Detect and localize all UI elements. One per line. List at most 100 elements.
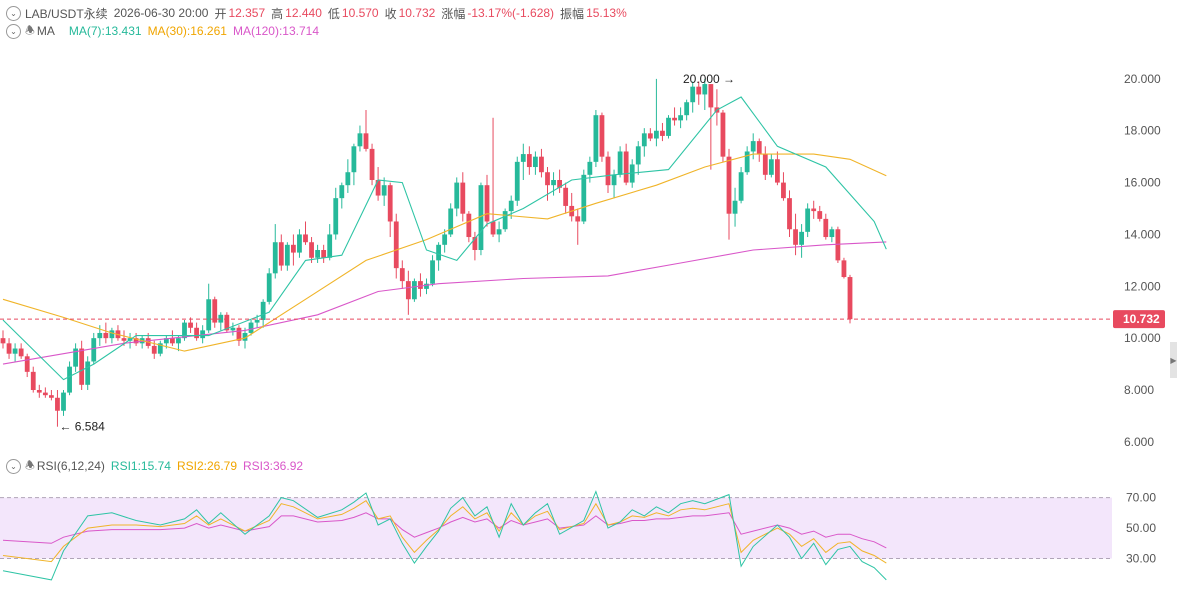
candle-body <box>575 216 581 222</box>
candle-body <box>357 133 363 147</box>
candle-body <box>460 182 466 214</box>
rsi-indicator-label[interactable]: RSI(6,12,24) <box>36 459 105 473</box>
y-tick-label: 18.000 <box>1124 124 1161 138</box>
y-tick-label: 16.000 <box>1124 176 1161 190</box>
candle-body <box>236 327 242 341</box>
candle-body <box>599 115 605 157</box>
candle-body <box>97 332 103 339</box>
candle-body <box>762 154 768 175</box>
high-value: 12.440 <box>285 6 322 20</box>
candle-body <box>30 371 36 390</box>
change-label: 涨幅 <box>441 6 466 21</box>
candle-body <box>756 141 762 155</box>
candle-body <box>188 322 193 328</box>
candle-body <box>73 348 78 367</box>
ma30-line <box>2 153 887 352</box>
candle-body <box>272 242 278 274</box>
high-label: 高 <box>271 6 284 21</box>
candle-body <box>321 250 327 258</box>
candle-body <box>448 208 454 235</box>
candle-body <box>750 141 756 152</box>
candle-body <box>732 200 738 214</box>
candle-body <box>333 198 339 235</box>
bell-icon[interactable]: 🕭 <box>25 24 35 37</box>
candle-body <box>133 338 139 344</box>
candle-body <box>581 174 587 222</box>
min-price-annotation: ← 6.584 <box>59 420 105 434</box>
candle-body <box>666 117 671 136</box>
candle-body <box>103 332 109 339</box>
rsi-tick-label: 50.00 <box>1126 521 1156 535</box>
last-price-tag <box>1113 310 1165 329</box>
candle-body <box>309 242 314 258</box>
candle-body <box>163 338 169 344</box>
ma120-line <box>2 241 887 365</box>
candle-body <box>442 234 448 245</box>
candle-body <box>327 234 333 258</box>
candle-body <box>490 221 496 235</box>
candle-body <box>224 314 230 331</box>
chevron-down-icon[interactable]: ⌄ <box>6 458 21 474</box>
ma7-line <box>2 96 887 381</box>
bar-datetime: 2026-06-30 20:00 <box>113 6 209 20</box>
candle-body <box>412 281 417 300</box>
candle-body <box>242 332 248 341</box>
candle-body <box>369 148 375 180</box>
candle-body <box>157 343 163 354</box>
candle-body <box>278 242 284 266</box>
candle-body <box>170 338 175 344</box>
candle-body <box>424 283 429 289</box>
candle-body <box>266 273 272 302</box>
chevron-down-icon[interactable]: ⌄ <box>6 23 21 39</box>
candle-body <box>345 172 351 186</box>
candle-body <box>0 338 6 344</box>
candle-body <box>817 211 823 219</box>
candle-body <box>200 330 206 339</box>
rsi2-value: RSI2:26.79 <box>176 459 237 473</box>
candle-body <box>387 185 393 222</box>
ma-legend: ⌄ 🕭 MA MA(7):13.431 MA(30):16.261 MA(120… <box>6 22 325 40</box>
candle-body <box>768 159 774 175</box>
candle-body <box>557 180 562 188</box>
rsi2-line <box>2 500 887 564</box>
close-value: 10.732 <box>398 6 436 20</box>
candle-body <box>805 208 811 232</box>
y-tick-label: 8.000 <box>1124 383 1154 397</box>
candle-body <box>18 348 24 357</box>
candle-body <box>702 84 708 95</box>
scroll-handle[interactable]: ▶ <box>1170 342 1177 378</box>
candle-body <box>623 151 629 183</box>
candle-body <box>829 229 835 238</box>
rsi-tick-label: 70.00 <box>1126 491 1156 505</box>
candle-body <box>587 161 593 175</box>
candle-body <box>405 281 411 300</box>
candle-body <box>230 327 236 331</box>
candle-body <box>472 237 478 250</box>
candle-body <box>593 115 599 162</box>
candle-body <box>635 146 641 165</box>
y-tick-label: 20.000 <box>1124 72 1161 86</box>
rsi-legend: ⌄ 🕭 RSI(6,12,24) RSI1:15.74 RSI2:26.79 R… <box>6 457 309 475</box>
candle-body <box>672 117 677 121</box>
y-tick-label: 10.000 <box>1124 331 1161 345</box>
candle-body <box>799 231 804 245</box>
candle-body <box>363 133 369 149</box>
rsi3-value: RSI3:36.92 <box>243 459 304 473</box>
candle-body <box>484 185 490 222</box>
candle-body <box>109 330 115 339</box>
candle-body <box>811 208 817 212</box>
rsi-tick-label: 30.00 <box>1126 552 1156 566</box>
bell-icon[interactable]: 🕭 <box>25 459 35 472</box>
low-value: 10.570 <box>341 6 379 20</box>
ma-indicator-label[interactable]: MA <box>36 24 55 38</box>
ma120-value: MA(120):13.714 <box>232 24 320 38</box>
candle-body <box>478 185 484 250</box>
candle-body <box>121 338 127 341</box>
candle-body <box>284 244 290 266</box>
chevron-down-icon[interactable]: ⌄ <box>6 5 21 21</box>
candle-body <box>605 156 611 186</box>
candle-body <box>399 268 405 282</box>
chevron-right-icon: ▶ <box>1170 355 1177 365</box>
candle-body <box>430 260 435 284</box>
